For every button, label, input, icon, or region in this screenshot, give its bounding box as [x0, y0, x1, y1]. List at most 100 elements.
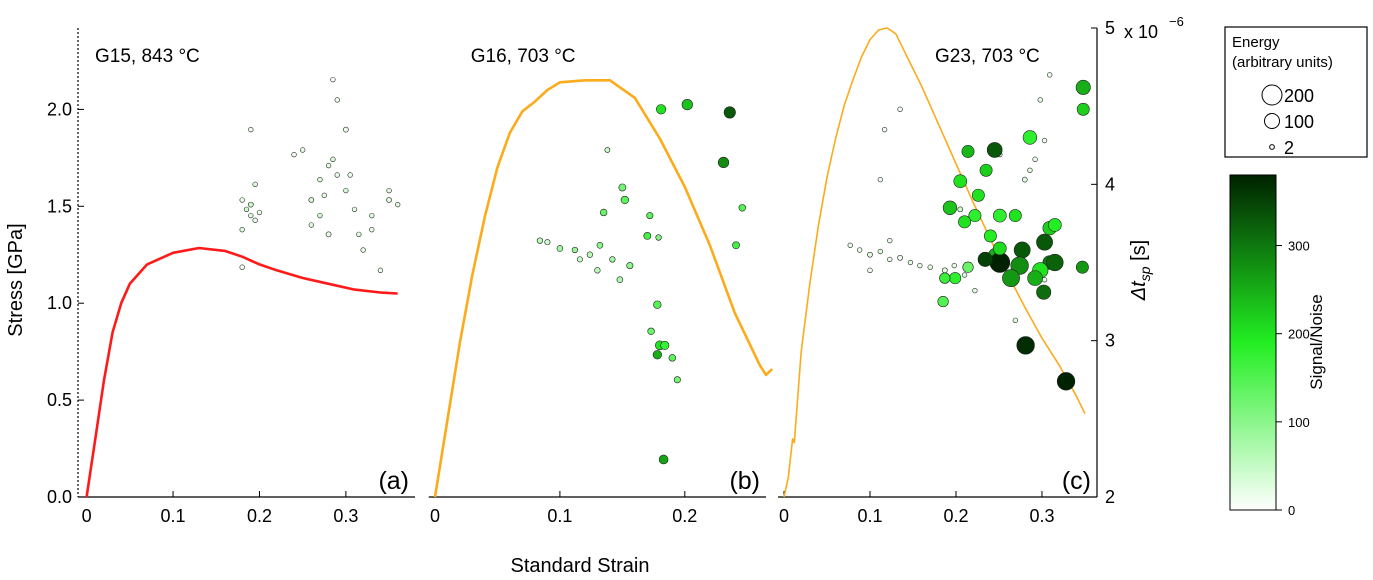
- stress-curve: [783, 27, 1086, 498]
- ae-event: [1036, 233, 1053, 251]
- ae-event: [325, 162, 332, 169]
- ae-event: [609, 256, 616, 263]
- ae-event: [356, 231, 362, 238]
- size-legend-marker: [1269, 144, 1275, 150]
- ae-event: [325, 231, 332, 238]
- x-tick-label: 0.1: [161, 506, 186, 526]
- ae-event: [386, 187, 392, 194]
- ae-event: [887, 237, 893, 244]
- y-tick-label: 0.5: [47, 390, 72, 410]
- ae-event: [983, 229, 997, 243]
- ae-event: [1047, 72, 1053, 78]
- ae-event: [616, 276, 624, 283]
- ae-event: [377, 267, 384, 273]
- ae-event: [993, 208, 1007, 223]
- ae-event: [334, 172, 340, 178]
- panel-label: (b): [729, 467, 760, 495]
- ae-event: [586, 251, 594, 258]
- ae-event: [620, 195, 629, 205]
- ae-event: [594, 267, 601, 274]
- ae-event: [347, 172, 353, 178]
- ae-event: [957, 206, 964, 213]
- x-tick-label: 0.1: [857, 506, 882, 526]
- ae-event: [951, 262, 957, 269]
- stress-curve: [433, 79, 774, 498]
- ae-event: [576, 256, 583, 263]
- ae-event: [993, 241, 1007, 256]
- ae-event: [1041, 137, 1048, 144]
- size-legend-title: Energy: [1232, 34, 1280, 51]
- panel-annotation: G16, 703 °C: [471, 46, 576, 67]
- x-tick-label: 0.1: [547, 506, 572, 526]
- ae-event: [369, 227, 375, 233]
- ae-event: [1056, 372, 1076, 391]
- ae-event: [291, 151, 297, 158]
- ae-event: [652, 350, 662, 360]
- colorbar-label: Signal/Noise: [1307, 294, 1326, 389]
- ae-event: [953, 174, 968, 189]
- ae-event: [248, 212, 254, 219]
- ae-event: [556, 245, 564, 252]
- ae-event: [681, 99, 693, 111]
- ae-event: [646, 212, 654, 220]
- ae-event: [1076, 102, 1090, 116]
- ae-event: [881, 126, 888, 133]
- y-tick-label: 0.0: [47, 487, 72, 507]
- ae-event: [961, 145, 975, 158]
- ae-event: [343, 126, 349, 133]
- ae-event: [937, 295, 949, 308]
- y2-label-symbol: Δt: [1128, 280, 1150, 301]
- ae-event: [668, 354, 677, 362]
- ae-event: [536, 237, 544, 244]
- panel-annotation: G15, 843 °C: [95, 46, 200, 67]
- ae-event: [968, 209, 982, 223]
- ae-event: [653, 300, 662, 309]
- size-legend-title: (arbitrary units): [1232, 54, 1333, 71]
- ae-event: [351, 206, 358, 212]
- ae-event: [961, 272, 968, 278]
- panel-label: (a): [378, 467, 409, 495]
- ae-event: [867, 251, 873, 258]
- ae-event: [256, 209, 263, 216]
- size-legend-label: 2: [1284, 138, 1294, 158]
- x-tick-label: 0: [430, 506, 440, 526]
- ae-event: [596, 242, 604, 249]
- ae-event: [660, 340, 670, 350]
- colorbar-tick-label: 300: [1288, 239, 1310, 254]
- ae-event: [971, 188, 985, 202]
- ae-event: [897, 106, 903, 112]
- ae-event: [867, 267, 873, 273]
- ae-event: [369, 212, 375, 219]
- x-tick-label: 0: [779, 506, 789, 526]
- ae-event: [917, 262, 923, 269]
- x-tick-label: 0.2: [943, 506, 968, 526]
- ae-event: [239, 264, 245, 270]
- size-legend-marker: [1264, 113, 1280, 129]
- ae-event: [958, 215, 972, 229]
- colorbar-tick-label: 100: [1288, 415, 1310, 430]
- ae-event: [962, 261, 974, 273]
- ae-event: [927, 264, 933, 270]
- stress-curve: [85, 246, 398, 498]
- ae-event: [360, 247, 366, 253]
- ae-event: [239, 227, 245, 233]
- ae-event: [1041, 277, 1048, 283]
- ae-event: [243, 206, 250, 212]
- size-legend-label: 100: [1284, 112, 1314, 132]
- ae-event: [738, 204, 746, 212]
- ae-event: [979, 163, 993, 177]
- ae-event: [655, 104, 667, 115]
- ae-event: [877, 176, 883, 183]
- ae-event: [1027, 167, 1033, 173]
- ae-event: [972, 287, 978, 294]
- ae-event: [1032, 156, 1038, 162]
- y2-label-subscript: sp: [1137, 266, 1153, 281]
- ae-event: [395, 202, 401, 208]
- ae-event: [604, 147, 611, 153]
- y2-tick-label: 3: [1105, 331, 1115, 351]
- y2-tick-label: 5: [1105, 18, 1115, 38]
- ae-event: [942, 200, 958, 215]
- ae-event: [247, 201, 254, 208]
